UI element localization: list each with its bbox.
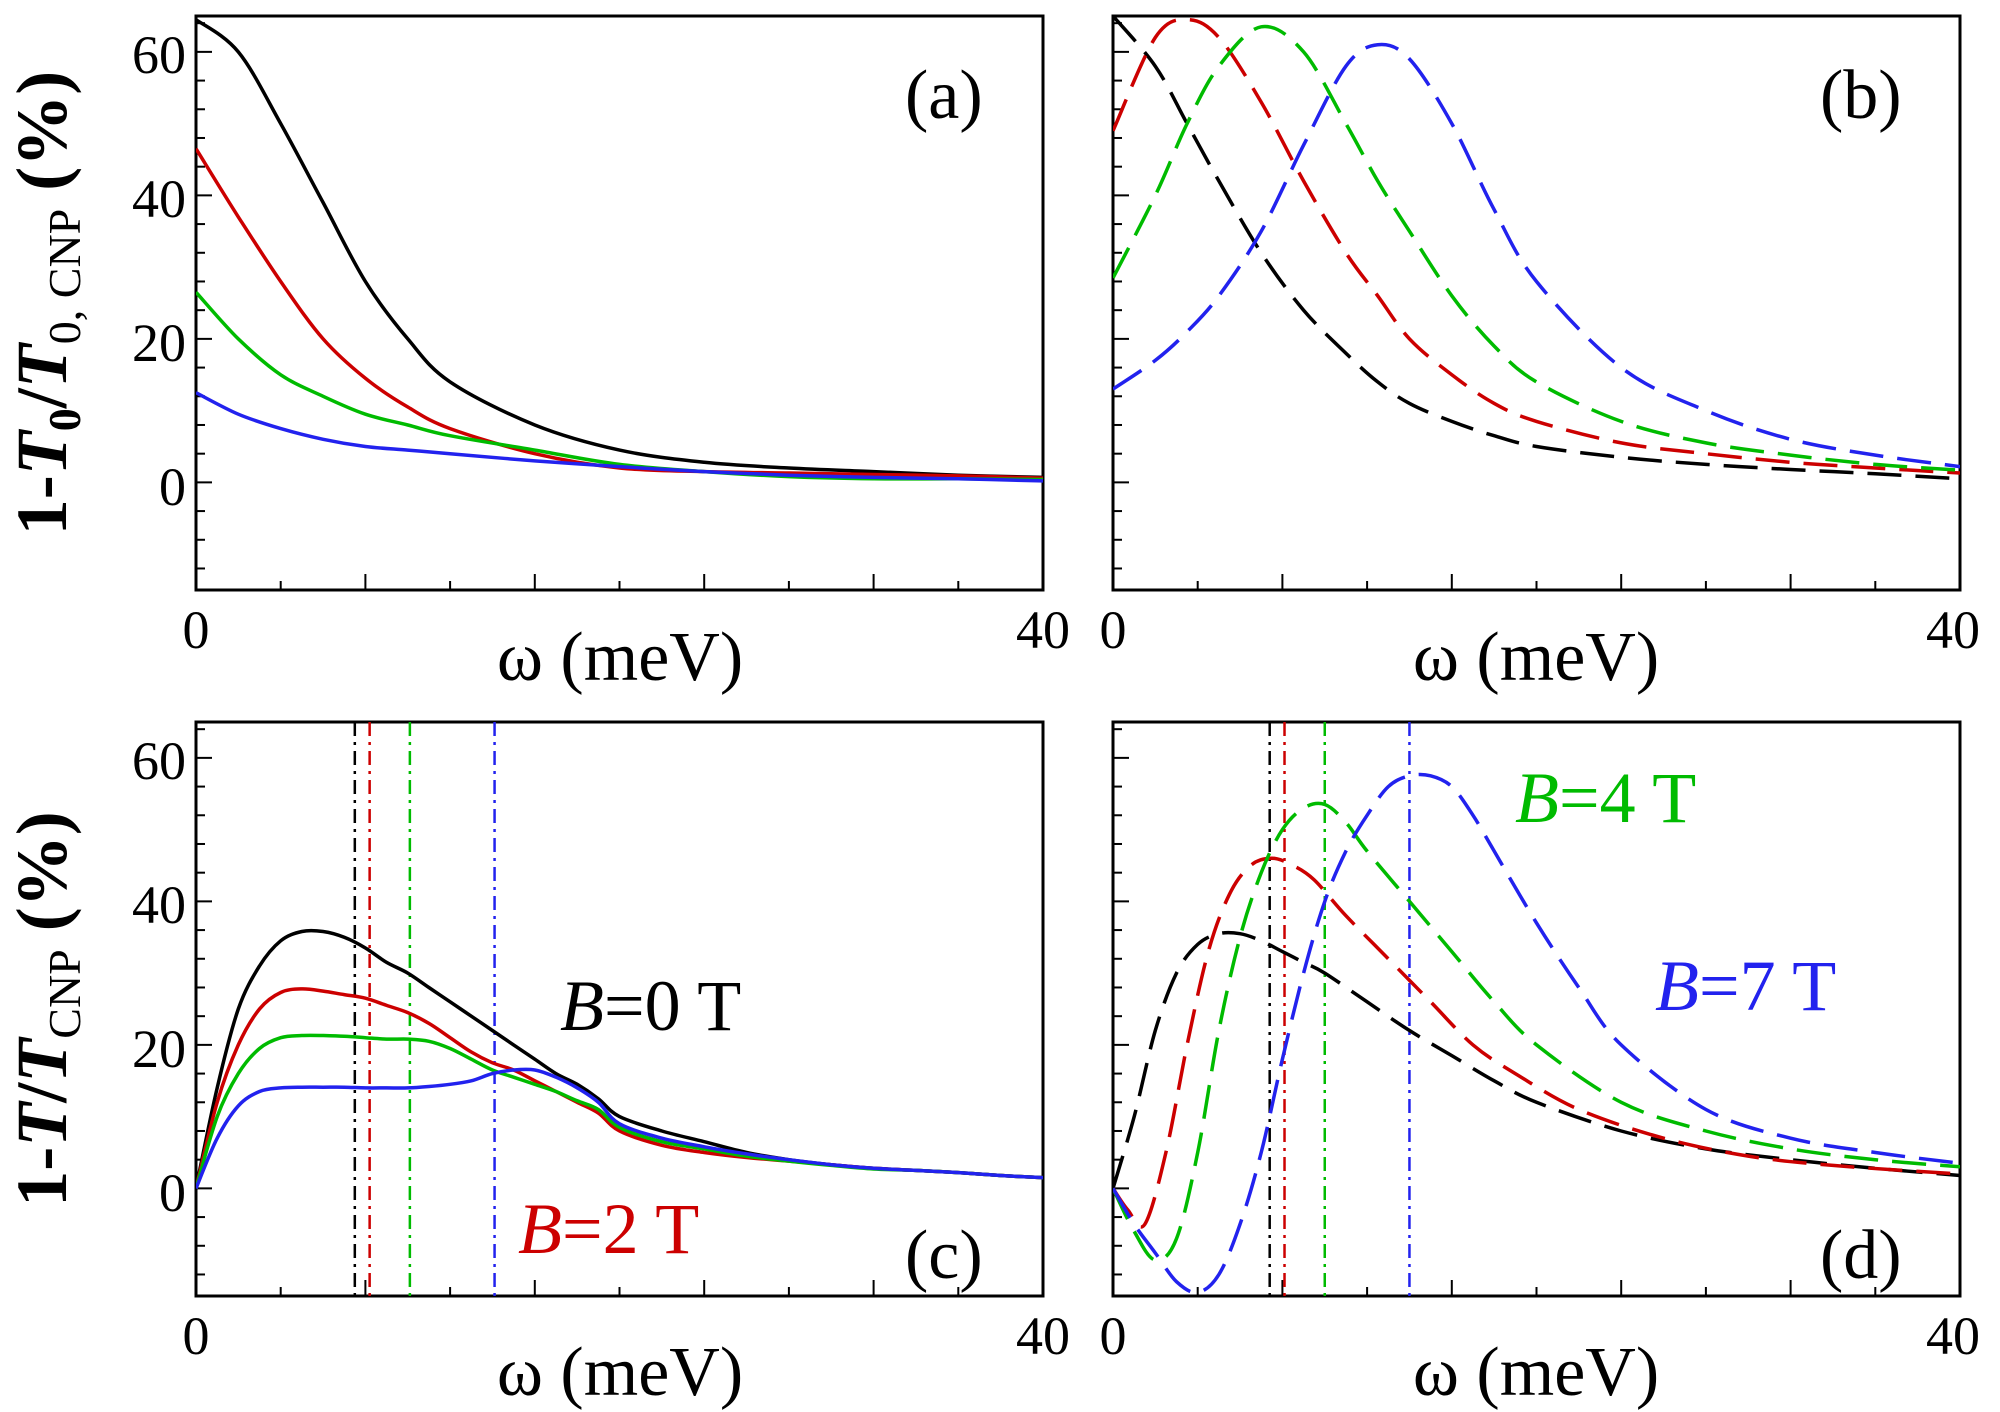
panel-a-series-b-0-t (196, 18, 1043, 480)
panel-d-xtick-40: 40 (1926, 1306, 1980, 1366)
panel-d-series-b-4-t (1113, 801, 1960, 1263)
panel-a-xtick-40: 40 (1016, 600, 1070, 660)
panel-a-xtick-0: 0 (183, 600, 210, 660)
panel-a-label: (a) (905, 57, 983, 134)
panel-b-xlabel: ω (meV) (1413, 619, 1659, 696)
panel-b-series-b-4-t (1113, 24, 1960, 472)
panel-c-xtick-0: 0 (183, 1306, 210, 1366)
panel-a-ytick-0: 0 (159, 457, 186, 517)
annotation-b4: B=4 T (1515, 758, 1696, 838)
panel-c-ytick-40: 40 (132, 875, 186, 935)
panel-a-marks (196, 18, 1043, 590)
panel-c-xlabel: ω (meV) (497, 1334, 743, 1411)
annotation-b7: B=7 T (1655, 946, 1836, 1026)
panel-d-label: (d) (1820, 1217, 1902, 1294)
panel-d-series-b-7-t (1113, 772, 1960, 1295)
panel-d-marks (1113, 722, 1960, 1296)
panel-d-series-b-2-t (1113, 856, 1960, 1229)
panel-b-label: (b) (1820, 57, 1902, 134)
panel-c-series-b-4-t (196, 1033, 1043, 1189)
panel-d-xlabel: ω (meV) (1413, 1334, 1659, 1411)
panel-b-xtick-40: 40 (1926, 600, 1980, 660)
panel-b-xtick-0: 0 (1100, 600, 1127, 660)
panel-a-ytick-60: 60 (132, 25, 186, 85)
panel-c-ytick-20: 20 (132, 1019, 186, 1079)
panel-a-ytick-40: 40 (132, 169, 186, 229)
panel-a-xlabel: ω (meV) (497, 619, 743, 696)
panel-b-marks (1113, 16, 1960, 590)
panel-a-series-b-7-t (196, 391, 1043, 483)
panel-b-series-b-2-t (1113, 17, 1960, 475)
panel-c-ytick-0: 0 (159, 1163, 186, 1223)
panel-c-label: (c) (905, 1217, 983, 1294)
panel-c-ylabel: 1-T/TCNP (%) (2, 811, 90, 1206)
panel-c-ytick-60: 60 (132, 731, 186, 791)
annotation-b2: B=2 T (518, 1189, 699, 1269)
panel-a-ytick-20: 20 (132, 313, 186, 373)
panel-a-ylabel: 1-T0/T0, CNP (%) (2, 71, 90, 535)
panel-c-xtick-40: 40 (1016, 1306, 1070, 1366)
panel-b-series-b-0-t (1113, 16, 1960, 481)
panel-c-marks (196, 722, 1043, 1296)
annotation-b0: B=0 T (560, 966, 741, 1046)
panel-d-xtick-0: 0 (1100, 1306, 1127, 1366)
panel-a-series-b-2-t (196, 147, 1043, 480)
panel-c-series-b-7-t (196, 1067, 1043, 1190)
